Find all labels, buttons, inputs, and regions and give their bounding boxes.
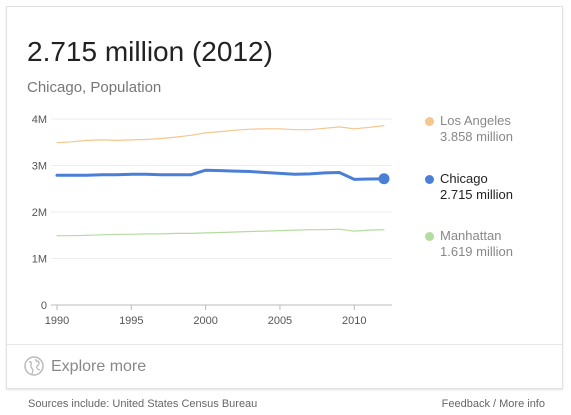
highlight-point (378, 173, 390, 185)
legend-value: 3.858 million (440, 129, 513, 144)
y-tick-label: 0 (41, 300, 47, 312)
x-tick-label: 2000 (193, 315, 217, 327)
chart-lines (55, 124, 390, 237)
sources-note: Sources include: United States Census Bu… (28, 398, 258, 410)
x-tick-label: 2005 (268, 315, 292, 327)
feedback-link[interactable]: Feedback / More info (441, 398, 545, 410)
x-tick-label: 1990 (45, 315, 69, 327)
knowledge-card: 2.715 million (2012) Chicago, Population… (6, 6, 563, 389)
legend-value: 2.715 million (440, 187, 513, 202)
legend-dot-manhattan (425, 232, 434, 241)
chart-grid (51, 118, 392, 306)
legend-name: Manhattan (440, 228, 502, 243)
series-line-los-angeles (56, 124, 385, 144)
legend-name: Chicago (440, 171, 488, 186)
y-axis: 0 1M 2M 3M 4M (32, 114, 47, 312)
legend-name: Los Angeles (440, 113, 511, 128)
y-tick-label: 3M (32, 161, 47, 173)
y-tick-label: 1M (32, 254, 47, 266)
legend-dot-chicago (425, 175, 434, 184)
chart-subtitle: Chicago, Population (27, 79, 162, 96)
x-tick-label: 1995 (119, 315, 143, 327)
headline-value: 2.715 million (2012) (27, 36, 273, 67)
explore-more-button[interactable]: Explore more (7, 344, 562, 388)
globe-icon (24, 356, 44, 381)
x-axis: 1990 1995 2000 2005 2010 (45, 305, 367, 327)
y-tick-label: 4M (32, 114, 47, 126)
series-line-manhattan (56, 228, 385, 237)
y-tick-label: 2M (32, 207, 47, 219)
x-tick-label: 2010 (342, 315, 366, 327)
series-line-chicago (55, 168, 386, 181)
legend-value: 1.619 million (440, 244, 513, 259)
population-chart: 1990 1995 2000 2005 2010 0 1M 2M 3M 4M (32, 114, 392, 327)
legend-dot-los-angeles (425, 117, 434, 126)
explore-more-label: Explore more (51, 358, 147, 375)
